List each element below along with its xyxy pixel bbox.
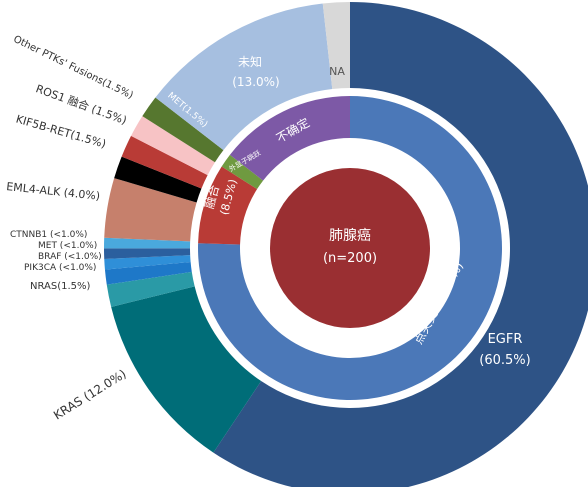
fusion-label: 融合 [201,183,222,210]
outer-slice-9 [121,135,208,189]
ctnnb1-label: CTNNB1 (<1.0%) [10,230,87,240]
egfr-value: (60.5%) [479,353,530,368]
outer-slice-4 [104,255,191,270]
outer-slice-8 [114,156,202,203]
unknown-value: (13.0%) [232,75,279,89]
pik3ca-label: PIK3CA (<1.0%) [24,263,96,273]
eml4-alk-label: EML4-ALK (4.0%) [6,180,101,203]
center-subtitle: (n=200) [323,251,377,266]
middle-slice-1 [198,166,258,245]
middle-slice-2 [221,154,264,190]
middle-ring [198,96,502,400]
kras-label: KRAS (12.0%) [51,367,129,423]
outer-slice-11 [142,97,224,163]
met-label: MET (<1.0%) [38,241,97,251]
kif5b-ret-label: KIF5B-RET(1.5%) [14,113,107,151]
egfr-label: EGFR [488,332,523,347]
outer-slice-12 [155,3,333,151]
outer-slice-10 [131,116,215,176]
middle-slice-3 [229,96,350,181]
other-ptks-label: Other PTKs' Fusions(1.5%) [11,34,134,102]
nras-label: NRAS(1.5%) [30,281,91,292]
outer-slice-1 [111,286,262,453]
outer-slice-6 [104,237,191,249]
unknown-label: 未知 [238,55,262,69]
outer-slice-5 [104,248,191,259]
center-title: 肺腺癌 [329,228,371,244]
outer-ring [104,2,588,492]
outer-slice-3 [104,262,192,285]
na-label: NA [329,65,345,78]
outer-slice-0 [213,2,588,492]
outer-slice-2 [106,271,195,307]
braf-label: BRAF (<1.0%) [38,252,102,262]
center-disc [270,168,430,328]
outer-slice-13 [322,2,350,89]
outer-slice-7 [104,178,197,242]
